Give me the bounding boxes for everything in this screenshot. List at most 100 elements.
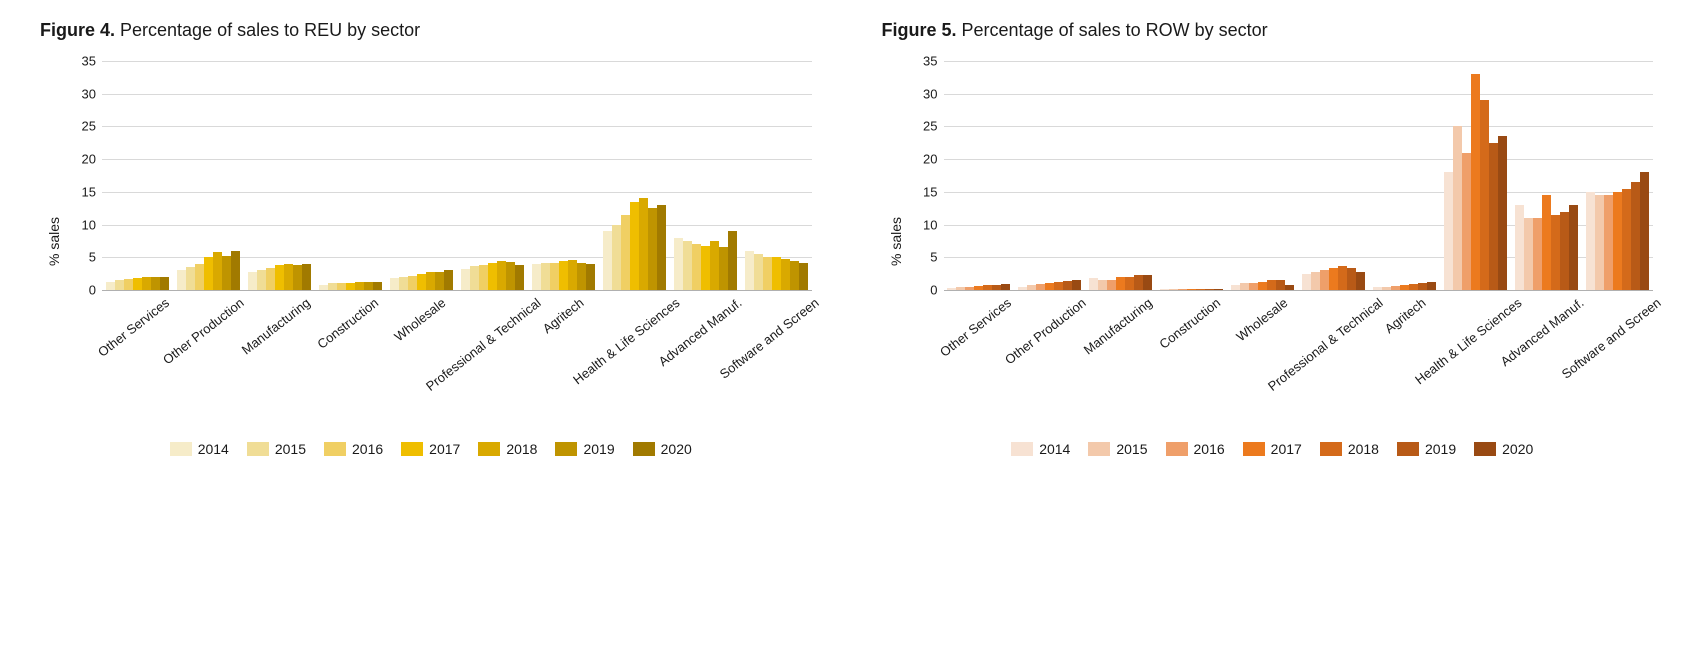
bar: [1249, 283, 1258, 290]
legend-label: 2018: [1348, 441, 1379, 457]
bar: [1143, 275, 1152, 290]
legend-item: 2019: [555, 441, 614, 457]
ytick-label: 10: [904, 217, 938, 232]
bar: [1018, 287, 1027, 290]
figure-5-chart: % sales 05101520253035 Other ServicesOth…: [882, 61, 1664, 421]
figure-4-plot-area: 05101520253035: [102, 61, 812, 291]
bar-group: [457, 61, 528, 290]
figure-4-plot: 05101520253035 Other ServicesOther Produ…: [62, 61, 822, 421]
bar: [444, 270, 453, 290]
bar: [1498, 136, 1507, 290]
bar: [1586, 192, 1595, 290]
bar: [1444, 172, 1453, 290]
xlabel-text: Wholesale: [1233, 295, 1290, 344]
bar: [1036, 284, 1045, 290]
bar: [1622, 189, 1631, 290]
bar: [1072, 280, 1081, 290]
bar: [559, 261, 568, 290]
bar-group: [670, 61, 741, 290]
bar: [1551, 215, 1560, 290]
figure-5-legend: 2014201520162017201820192020: [882, 441, 1664, 457]
bar: [710, 241, 719, 290]
legend-item: 2019: [1397, 441, 1456, 457]
legend-label: 2020: [1502, 441, 1533, 457]
bar: [364, 282, 373, 290]
bar: [177, 270, 186, 290]
bar: [1320, 270, 1329, 290]
xlabel: Wholesale: [1227, 291, 1298, 421]
xlabel-text: Other Services: [96, 295, 173, 360]
bar: [1214, 289, 1223, 290]
bar: [586, 264, 595, 290]
xlabel: Advanced Manuf.: [670, 291, 741, 421]
bar: [1533, 218, 1542, 290]
ytick-label: 0: [62, 283, 96, 298]
xlabel-text: Manufacturing: [1081, 295, 1155, 358]
legend-swatch: [478, 442, 500, 456]
bar: [426, 272, 435, 290]
bar: [1125, 277, 1134, 290]
legend-item: 2016: [324, 441, 383, 457]
legend-item: 2020: [633, 441, 692, 457]
bar: [1285, 285, 1294, 290]
xlabel-text: Construction: [1156, 295, 1223, 352]
legend-label: 2019: [583, 441, 614, 457]
bar: [1205, 289, 1214, 290]
bar: [772, 257, 781, 290]
bar: [204, 257, 213, 290]
bar: [151, 277, 160, 290]
xlabel-text: Agritech: [540, 295, 587, 336]
ytick-label: 5: [904, 250, 938, 265]
legend-swatch: [324, 442, 346, 456]
bar: [373, 282, 382, 291]
bar: [390, 278, 399, 290]
xlabel-text: Other Production: [160, 295, 247, 367]
bar: [550, 263, 559, 290]
figure-5-title-rest: Percentage of sales to ROW by sector: [957, 20, 1268, 40]
bar: [639, 198, 648, 290]
legend-swatch: [1474, 442, 1496, 456]
bar: [1604, 195, 1613, 290]
legend-item: 2018: [1320, 441, 1379, 457]
bar: [568, 260, 577, 290]
bar: [1240, 283, 1249, 290]
bar: [337, 283, 346, 290]
figure-4-title-rest: Percentage of sales to REU by sector: [115, 20, 420, 40]
bar: [461, 269, 470, 290]
bar: [965, 287, 974, 290]
bar: [1098, 280, 1107, 290]
xlabel: Agritech: [1369, 291, 1440, 421]
legend-label: 2019: [1425, 441, 1456, 457]
legend-swatch: [1397, 442, 1419, 456]
bar: [1311, 272, 1320, 290]
bar: [1382, 287, 1391, 290]
bar: [284, 264, 293, 290]
legend-swatch: [1243, 442, 1265, 456]
bar: [1524, 218, 1533, 290]
legend-label: 2018: [506, 441, 537, 457]
xlabel: Agritech: [528, 291, 599, 421]
figure-5-panel: Figure 5. Percentage of sales to ROW by …: [882, 20, 1664, 457]
bar-group: [1440, 61, 1511, 290]
bar: [1640, 172, 1649, 290]
bar-group: [1582, 61, 1653, 290]
ytick-label: 20: [904, 152, 938, 167]
legend-swatch: [633, 442, 655, 456]
bar: [799, 263, 808, 290]
bar: [1196, 289, 1205, 290]
legend-swatch: [401, 442, 423, 456]
bar: [328, 283, 337, 290]
legend-label: 2020: [661, 441, 692, 457]
figure-5-ylabel: % sales: [882, 61, 904, 421]
legend-item: 2017: [1243, 441, 1302, 457]
xlabel: Software and Screen: [1582, 291, 1653, 421]
bar: [1418, 283, 1427, 290]
legend-label: 2014: [1039, 441, 1070, 457]
ytick-label: 30: [62, 86, 96, 101]
bar: [1347, 268, 1356, 290]
bar-group: [1369, 61, 1440, 290]
ytick-label: 25: [904, 119, 938, 134]
bar: [648, 208, 657, 290]
bar: [355, 282, 364, 290]
bar: [515, 265, 524, 290]
